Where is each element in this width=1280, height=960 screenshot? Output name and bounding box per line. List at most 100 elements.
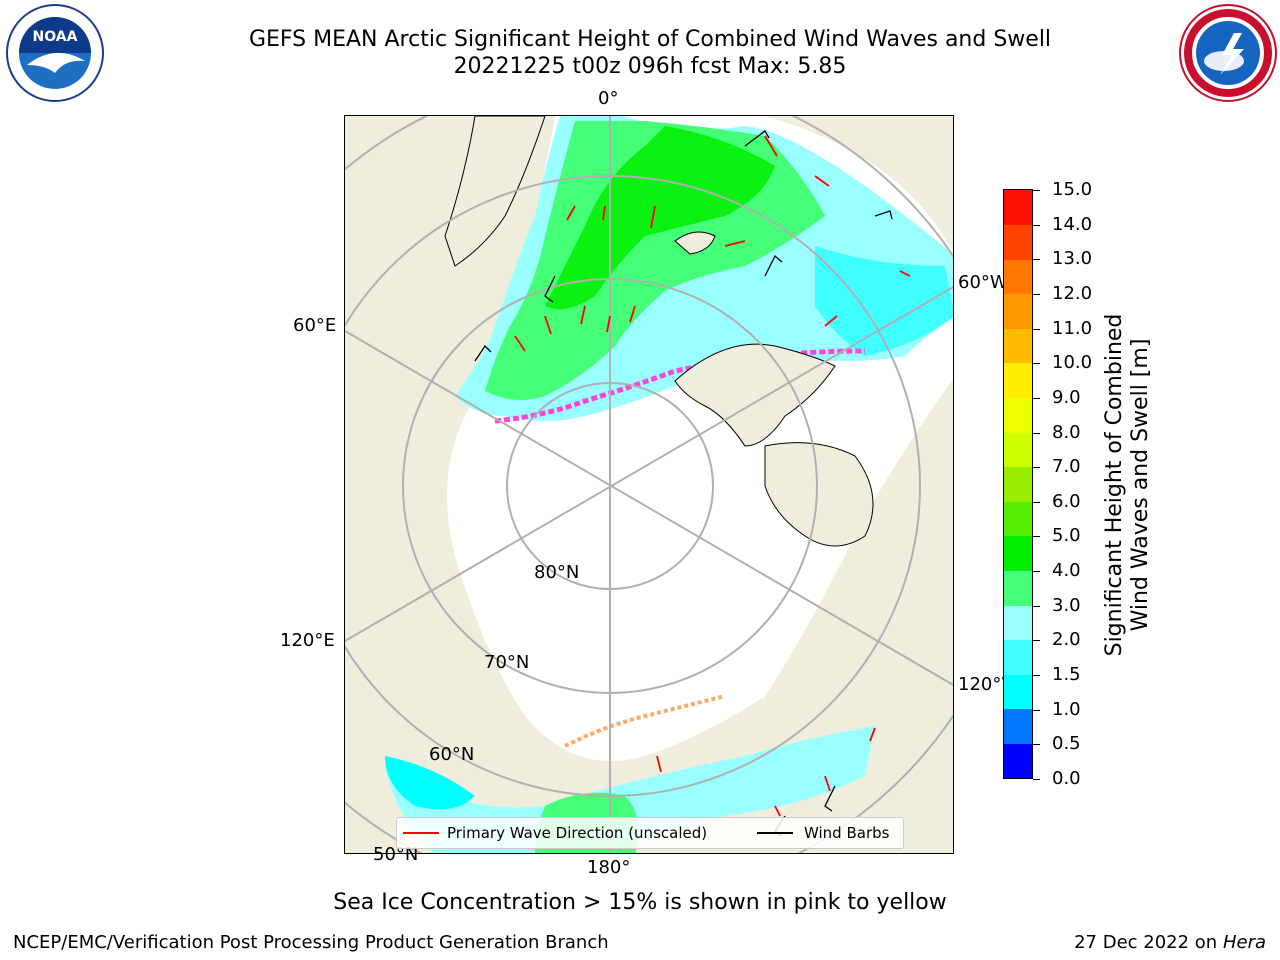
wave-arrow	[566, 205, 576, 221]
colorbar-tick-mark	[1033, 190, 1040, 191]
colorbar-tick-label: 15.0	[1052, 179, 1093, 200]
colorbar-tick-mark	[1033, 744, 1040, 746]
greenland	[674, 343, 836, 447]
colorbar-tick-mark	[1033, 397, 1040, 399]
sea-ice-edge-pacific	[564, 694, 726, 748]
colorbar-tick-mark	[1033, 328, 1040, 330]
chart-title: GEFS MEAN Arctic Significant Height of C…	[248, 27, 1052, 52]
meridian-120e-60w	[345, 286, 953, 642]
colorbar-tick-label: 5.0	[1052, 525, 1081, 547]
colorbar-tick-label: 2.0	[1052, 629, 1081, 651]
colorbar-tick-mark	[1033, 467, 1040, 469]
colorbar-tick-mark	[1033, 432, 1040, 434]
wave-field-atlantic-bright	[545, 126, 775, 310]
colorbar-tick-mark	[1033, 293, 1040, 295]
colorbar-segment	[1004, 224, 1032, 260]
legend-barb-swatch	[757, 832, 793, 834]
colorbar-tick-mark	[1033, 536, 1040, 538]
lon-label-60w: 60°W	[958, 272, 1008, 293]
scandinavia	[444, 116, 546, 267]
wave-arrow	[824, 775, 831, 792]
wind-barb	[474, 344, 492, 362]
colorbar-segment	[1004, 259, 1032, 295]
footer-machine: Hera	[1222, 932, 1266, 953]
canadian-archipelago	[764, 442, 874, 547]
wave-arrow	[650, 205, 656, 229]
wave-arrows	[514, 135, 911, 817]
colorbar-tick-mark	[1033, 259, 1040, 261]
colorbar-segment	[1004, 328, 1032, 364]
wind-barb	[544, 275, 556, 303]
arctic-map	[344, 115, 954, 854]
colorbar-segment	[1004, 501, 1032, 537]
wave-arrow	[602, 205, 606, 221]
legend-wave-swatch	[403, 832, 439, 834]
wave-arrow	[580, 305, 586, 325]
wave-arrow	[764, 135, 778, 157]
wave-arrow	[629, 305, 636, 323]
sea-ice-caption: Sea Ice Concentration > 15% is shown in …	[333, 890, 947, 915]
colorbar-tick-mark	[1033, 605, 1040, 607]
colorbar-tick-mark	[1033, 709, 1040, 711]
wave-arrow	[814, 175, 830, 187]
colorbar-tick-label: 10.0	[1052, 352, 1093, 374]
colorbar-segment	[1004, 432, 1032, 468]
colorbar-tick-label: 11.0	[1052, 317, 1093, 339]
colorbar-tick-mark	[1033, 571, 1040, 573]
colorbar-title: Significant Height of Combined Wind Wave…	[1102, 314, 1154, 657]
colorbar-tick-label: 1.5	[1052, 664, 1081, 686]
chart-subtitle: 20221225 t00z 096h fcst Max: 5.85	[453, 54, 847, 79]
colorbar-segment	[1004, 466, 1032, 502]
colorbar-tick-mark	[1033, 224, 1040, 226]
colorbar-segment	[1004, 743, 1032, 779]
colorbar-tick-label: 0.5	[1052, 733, 1081, 755]
wave-arrow	[869, 727, 876, 742]
svalbard	[674, 231, 716, 255]
wind-barb	[824, 785, 836, 812]
wave-arrow	[774, 805, 781, 817]
colorbar-tick-label: 8.0	[1052, 421, 1081, 443]
wind-barb	[744, 130, 770, 147]
wave-field-bering	[385, 756, 475, 810]
wave-arrow	[606, 315, 611, 333]
colorbar-segment	[1004, 293, 1032, 329]
wave-arrow	[656, 755, 662, 773]
wave-arrow	[514, 335, 526, 352]
colorbar-segment	[1004, 605, 1032, 641]
wind-barb	[764, 254, 783, 277]
legend-wave-label: Primary Wave Direction (unscaled)	[447, 824, 708, 842]
colorbar-tick-label: 12.0	[1052, 282, 1093, 304]
footer-organization: NCEP/EMC/Verification Post Processing Pr…	[13, 932, 609, 953]
lon-label-180: 180°	[587, 857, 631, 878]
map-legend: Primary Wave Direction (unscaled) Wind B…	[396, 817, 904, 849]
lat-label-80n: 80°N	[534, 562, 580, 583]
colorbar-segment	[1004, 708, 1032, 744]
graticule	[345, 116, 953, 853]
colorbar-segment	[1004, 397, 1032, 433]
colorbar-title-line2: Wind Waves and Swell [m]	[1128, 338, 1153, 632]
wind-barb	[874, 210, 893, 220]
footer-date: 27 Dec 2022 on Hera	[1074, 932, 1266, 953]
colorbar	[1003, 189, 1033, 779]
colorbar-tick-label: 9.0	[1052, 386, 1081, 408]
colorbar-tick-mark	[1033, 640, 1040, 642]
colorbar-tick-label: 3.0	[1052, 594, 1081, 616]
colorbar-tick-label: 6.0	[1052, 490, 1081, 512]
footer-date-text: 27 Dec 2022 on	[1074, 932, 1218, 953]
colorbar-tick-mark	[1033, 779, 1040, 780]
lat-label-70n: 70°N	[484, 652, 530, 673]
lat-label-50n: 50°N	[373, 844, 419, 865]
wave-arrow	[899, 270, 911, 277]
colorbar-tick-mark	[1033, 363, 1040, 365]
colorbar-tick-mark	[1033, 675, 1040, 677]
colorbar-tick-label: 1.0	[1052, 698, 1081, 720]
noaa-logo: NOAA	[5, 3, 105, 103]
nws-logo	[1178, 3, 1278, 103]
wave-arrow	[724, 240, 746, 247]
wave-arrow	[824, 315, 838, 327]
colorbar-tick-label: 14.0	[1052, 213, 1093, 235]
colorbar-segment	[1004, 674, 1032, 710]
colorbar-segment	[1004, 639, 1032, 675]
lon-label-0: 0°	[598, 88, 619, 109]
colorbar-tick-label: 0.0	[1052, 768, 1081, 789]
